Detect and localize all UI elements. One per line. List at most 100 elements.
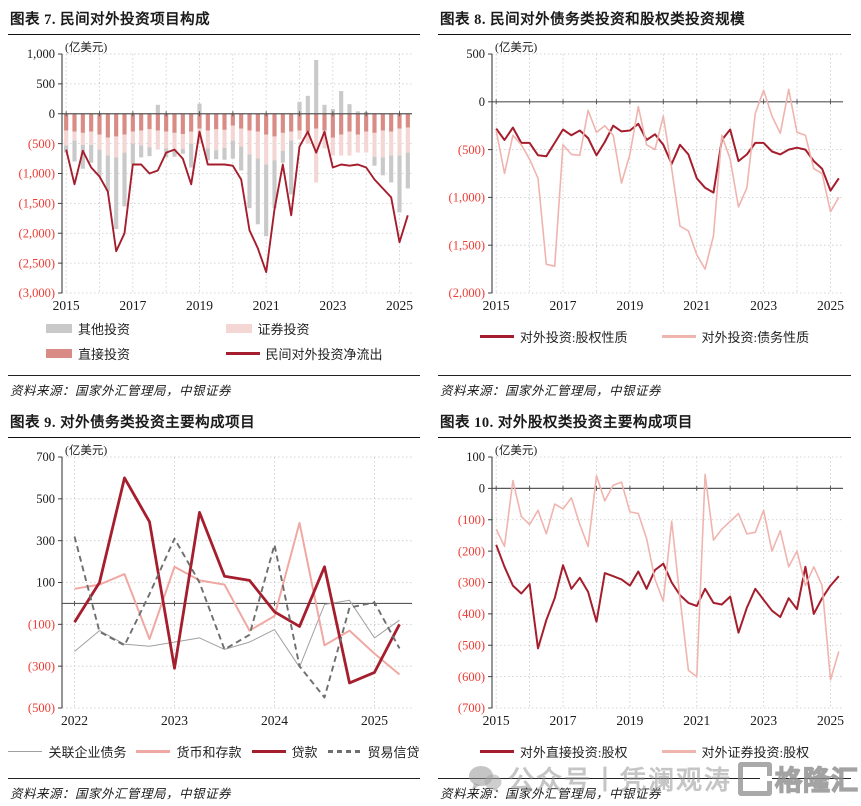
svg-text:(亿美元): (亿美元): [65, 443, 107, 457]
legend-swatch-line: [661, 750, 696, 753]
legend-swatch-line: [661, 335, 696, 338]
legend-label: 对外证券投资:股权: [701, 745, 810, 760]
svg-text:(200): (200): [458, 544, 485, 558]
chart-8-plot: (2,000) (1,500) (1,000) (500) 0 500 (亿美元) 2015 2…: [449, 40, 845, 313]
chart-9-source-row: 资料来源：国家外汇管理局，中银证券: [8, 772, 420, 802]
svg-text:2017: 2017: [119, 298, 146, 313]
svg-text:(亿美元): (亿美元): [65, 40, 107, 54]
legend-label: 贷款: [291, 745, 318, 760]
legend-label: 其他投资: [78, 322, 131, 337]
divider: [8, 375, 420, 376]
svg-text:2025: 2025: [817, 713, 844, 728]
svg-text:(500): (500): [458, 638, 485, 652]
svg-text:0: 0: [479, 95, 485, 109]
chart-8-title: 图表 8. 民间对外债务类投资和股权类投资规模: [438, 6, 851, 35]
legend-item-1: 货币和存款: [136, 742, 242, 761]
panel-chart-9: 图表 9. 对外债务类投资主要构成项目 (500) (300) (100) 100 30…: [0, 403, 430, 806]
svg-text:(600): (600): [458, 670, 485, 684]
svg-text:100: 100: [466, 450, 485, 464]
chart-9-title: 图表 9. 对外债务类投资主要构成项目: [8, 409, 420, 438]
chart-7-source: 资料来源：国家外汇管理局，中银证券: [10, 384, 232, 398]
svg-text:2022: 2022: [61, 713, 88, 728]
svg-text:(300): (300): [458, 576, 485, 590]
legend-swatch-line: [251, 750, 286, 753]
legend-label: 民间对外投资净流出: [265, 347, 383, 362]
chart-8-source: 资料来源：国家外汇管理局，中银证券: [440, 384, 662, 398]
legend-item-0: 对外投资:股权性质: [479, 327, 628, 346]
chart-10-legend: 对外直接投资:股权 对外证券投资:股权: [438, 742, 851, 761]
svg-text:(1,000): (1,000): [19, 167, 55, 181]
legend-swatch-line: [479, 750, 514, 753]
panel-chart-10: 图表 10. 对外股权类投资主要构成项目 (700) (600) (500) (400…: [430, 403, 861, 806]
svg-text:100: 100: [36, 576, 55, 590]
legend-label: 对外投资:股权性质: [519, 330, 628, 345]
legend-swatch-line: [479, 335, 514, 338]
svg-text:2025: 2025: [386, 298, 413, 313]
legend-item-1: 证券投资: [225, 319, 420, 338]
svg-text:(700): (700): [458, 701, 485, 715]
legend-label: 对外投资:债务性质: [701, 330, 810, 345]
svg-text:2021: 2021: [683, 713, 710, 728]
chart-8-source-row: 资料来源：国家外汇管理局，中银证券: [438, 369, 851, 399]
panel-chart-7: 图表 7. 民间对外投资项目构成 (3,000) (2,500) (2,000) (1…: [0, 0, 430, 403]
svg-text:(2,500): (2,500): [19, 256, 55, 270]
legend-item-0: 关联企业债务: [8, 742, 126, 761]
svg-text:(亿美元): (亿美元): [495, 443, 537, 457]
chart-9-legend: 关联企业债务 货币和存款 贷款 贸易信贷: [8, 742, 420, 761]
legend-item-2: 贷款: [251, 742, 318, 761]
chart-7-title: 图表 7. 民间对外投资项目构成: [8, 6, 420, 35]
chart-8-legend: 对外投资:股权性质 对外投资:债务性质: [438, 327, 851, 346]
divider: [8, 778, 420, 779]
svg-text:(500): (500): [28, 137, 55, 151]
legend-item-1: 对外投资:债务性质: [661, 327, 810, 346]
legend-swatch-line: [225, 352, 260, 355]
legend-item-0: 对外直接投资:股权: [479, 742, 628, 761]
legend-item-3: 民间对外投资净流出: [225, 344, 420, 363]
chart-9-plot: (500) (300) (100) 100 300 500 700 (亿美元) 2022 2023…: [28, 443, 412, 728]
svg-text:700: 700: [36, 450, 55, 464]
svg-text:2017: 2017: [550, 298, 577, 313]
svg-text:(400): (400): [458, 607, 485, 621]
svg-text:0: 0: [49, 107, 55, 121]
svg-text:2023: 2023: [161, 713, 188, 728]
svg-text:2015: 2015: [483, 298, 510, 313]
legend-swatch-line: [327, 750, 362, 753]
svg-text:300: 300: [36, 534, 55, 548]
chart-7-plot: (3,000) (2,500) (2,000) (1,500) (1,000) (500)…: [19, 40, 414, 313]
svg-text:2025: 2025: [817, 298, 844, 313]
svg-text:2021: 2021: [683, 298, 710, 313]
svg-text:500: 500: [466, 47, 485, 61]
svg-text:(亿美元): (亿美元): [495, 40, 537, 54]
legend-item-3: 贸易信贷: [327, 742, 420, 761]
chart-9-source: 资料来源：国家外汇管理局，中银证券: [10, 787, 232, 801]
svg-text:(100): (100): [28, 618, 55, 632]
svg-text:(1,500): (1,500): [19, 197, 55, 211]
legend-swatch-line: [136, 750, 171, 753]
svg-text:2015: 2015: [53, 298, 80, 313]
svg-text:2015: 2015: [483, 713, 510, 728]
chart-10-title: 图表 10. 对外股权类投资主要构成项目: [438, 409, 851, 438]
legend-item-2: 直接投资: [46, 344, 226, 363]
legend-label: 直接投资: [78, 347, 131, 362]
svg-text:2021: 2021: [253, 298, 280, 313]
svg-text:2017: 2017: [550, 713, 577, 728]
svg-text:2019: 2019: [186, 298, 213, 313]
divider: [438, 375, 851, 376]
svg-text:500: 500: [36, 77, 55, 91]
svg-text:2023: 2023: [319, 298, 346, 313]
divider: [438, 778, 851, 779]
chart-10-source: 资料来源：国家外汇管理局，中银证券: [440, 787, 662, 801]
chart-10-source-row: 资料来源：国家外汇管理局，中银证券: [438, 772, 851, 802]
legend-swatch-box: [225, 324, 252, 333]
svg-text:2019: 2019: [616, 713, 643, 728]
svg-text:(3,000): (3,000): [19, 286, 55, 300]
legend-label: 对外直接投资:股权: [519, 745, 628, 760]
svg-text:(500): (500): [458, 143, 485, 157]
legend-item-1: 对外证券投资:股权: [661, 742, 810, 761]
chart-7-legend: 其他投资 证券投资直接投资 民间对外投资净流出: [8, 319, 420, 363]
svg-text:(100): (100): [458, 513, 485, 527]
svg-text:(500): (500): [28, 701, 55, 715]
svg-text:(2,000): (2,000): [19, 226, 55, 240]
